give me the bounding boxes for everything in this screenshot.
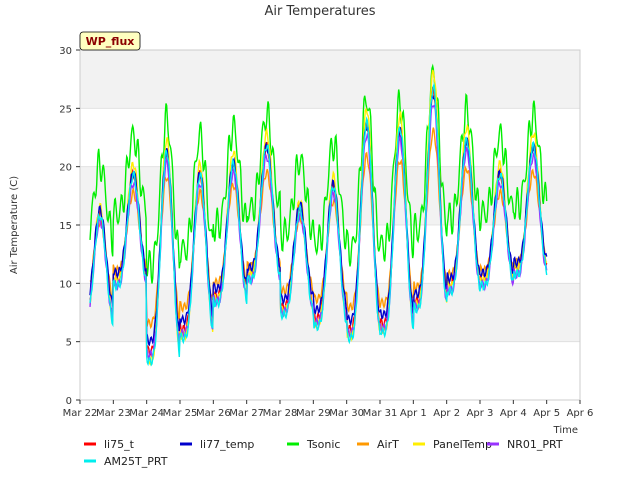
chart-title: Air Temperatures [264, 4, 375, 19]
legend-label: PanelTemp [433, 438, 492, 451]
legend: li75_t li77_temp Tsonic AirT PanelTemp NR01_P… [84, 438, 563, 468]
shaded-band [80, 50, 580, 109]
legend-label: Tsonic [306, 438, 340, 451]
series-line-Tsonic [89, 63, 548, 284]
x-tick-label: Mar 29 [296, 408, 331, 419]
series-lines [89, 63, 548, 367]
y-tick-label: 5 [66, 338, 72, 349]
x-tick-label: Apr 5 [533, 408, 560, 419]
x-tick-label: Mar 28 [263, 408, 298, 419]
y-tick-label: 10 [59, 279, 72, 290]
y-tick-label: 30 [59, 46, 72, 57]
x-tick-label: Mar 22 [63, 408, 98, 419]
y-axis-label: Air Temperature (C) [9, 176, 20, 274]
y-axis: 0 5 10 15 20 25 30 [59, 46, 80, 407]
shaded-band [80, 283, 580, 342]
x-tick-label: Apr 3 [467, 408, 494, 419]
series-line-AM25T_PRT [89, 82, 548, 367]
badge: WP_flux [79, 31, 141, 51]
x-tick-label: Apr 1 [400, 408, 427, 419]
x-tick-label: Apr 4 [500, 408, 527, 419]
x-tick-label: Apr 6 [567, 408, 594, 419]
badge-label: WP_flux [86, 35, 135, 48]
x-tick-label: Mar 26 [196, 408, 231, 419]
x-tick-label: Mar 31 [363, 408, 398, 419]
legend-label: NR01_PRT [507, 438, 563, 451]
x-tick-label: Mar 30 [329, 408, 364, 419]
y-tick-label: 15 [59, 221, 72, 232]
legend-label: li77_temp [200, 438, 254, 451]
legend-label: AirT [377, 438, 399, 451]
x-tick-label: Mar 23 [96, 408, 131, 419]
x-tick-label: Mar 25 [163, 408, 198, 419]
x-tick-label: Mar 27 [229, 408, 264, 419]
x-tick-label: Mar 24 [129, 408, 164, 419]
y-tick-label: 25 [59, 104, 72, 115]
legend-label: AM25T_PRT [104, 455, 168, 468]
x-axis-label: Time [553, 425, 578, 436]
y-tick-label: 0 [66, 396, 72, 407]
x-tick-label: Apr 2 [433, 408, 460, 419]
legend-label: li75_t [104, 438, 135, 451]
y-tick-label: 20 [59, 163, 72, 174]
series-line-AirT [89, 127, 547, 330]
